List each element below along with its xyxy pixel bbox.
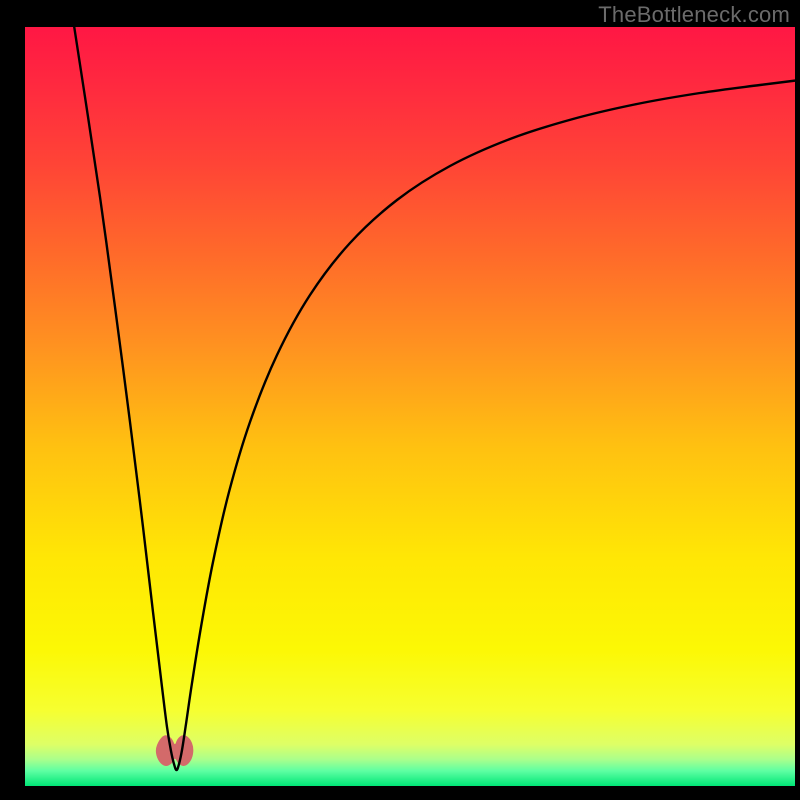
chart-container: { "canvas": { "width": 800, "height": 80… (0, 0, 800, 800)
curve-svg-layer (0, 0, 800, 800)
watermark-text: TheBottleneck.com (598, 2, 790, 28)
valley-blob (156, 735, 193, 766)
bottleneck-curve (73, 19, 800, 770)
